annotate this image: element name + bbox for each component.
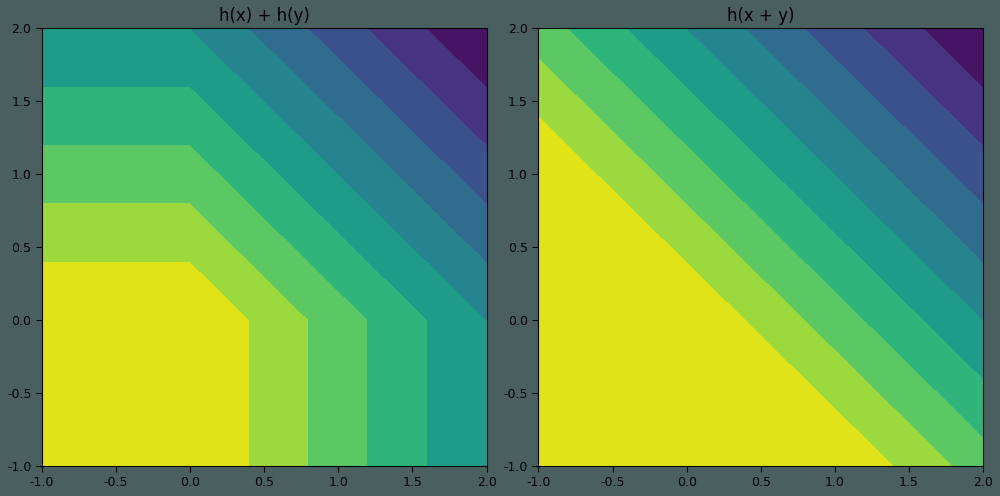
Title: h(x) + h(y): h(x) + h(y) [219, 7, 310, 25]
Title: h(x + y): h(x + y) [727, 7, 795, 25]
